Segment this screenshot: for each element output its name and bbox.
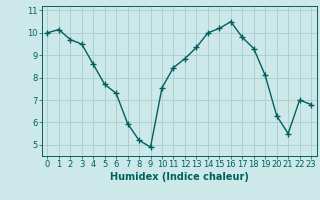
X-axis label: Humidex (Indice chaleur): Humidex (Indice chaleur) xyxy=(110,172,249,182)
